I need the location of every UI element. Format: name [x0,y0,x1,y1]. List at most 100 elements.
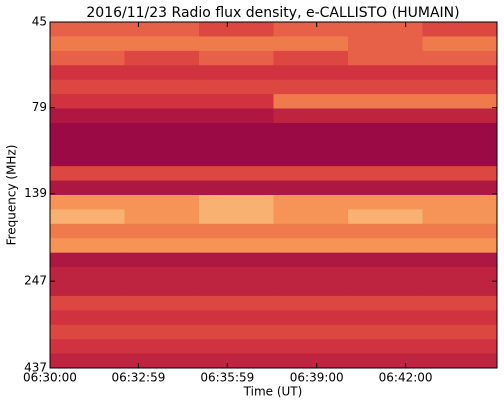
heatmap-cell [422,166,498,182]
heatmap-cell [273,166,349,182]
heatmap-cell [422,223,498,239]
heatmap-cell [199,339,274,355]
heatmap-cell [348,223,423,239]
heatmap-cell [50,267,125,282]
heatmap-cell [348,281,423,297]
heatmap-cell [348,151,423,167]
heatmap-cell [422,180,498,196]
x-axis-label: Time (UT) [243,385,303,399]
heatmap-cell [273,36,349,52]
heatmap-cell [422,122,498,138]
heatmap-cell [124,310,200,326]
heatmap-cell [199,223,274,239]
heatmap-cell [124,94,200,109]
heatmap-cell [348,209,423,225]
heatmap-cell [50,281,125,297]
heatmap-cell [124,151,200,167]
heatmap-cell [422,339,498,355]
heatmap-cell [273,151,349,167]
heatmap-cell [273,324,349,340]
heatmap-cell [348,94,423,109]
heatmap-cell [199,195,274,210]
heatmap-cell [348,36,423,52]
heatmap-cell [348,195,423,210]
heatmap-cell [422,209,498,225]
heatmap-cell [124,195,200,210]
heatmap-cell [50,324,125,340]
heatmap-cell [273,79,349,95]
heatmap-cell [422,238,498,254]
heatmap-cell [50,65,125,81]
heatmap-cell [348,166,423,182]
heatmap-cell [273,281,349,297]
heatmap-cell [124,65,200,81]
heatmap-cell [50,353,125,369]
heatmap-cell [273,295,349,311]
heatmap-cell [273,180,349,196]
heatmap-cell [199,267,274,282]
heatmap-cell [50,180,125,196]
heatmap-cell [273,137,349,153]
x-tick-label: 06:35:59 [200,371,254,385]
heatmap-cell [199,180,274,196]
heatmap-cell [199,108,274,124]
heatmap-cell [422,108,498,124]
heatmap-cell [50,94,125,109]
heatmap-cell [348,339,423,355]
heatmap-cell [348,122,423,138]
heatmap-cell [199,209,274,225]
heatmap-cell [273,252,349,268]
heatmap-cell [348,295,423,311]
chart-title: 2016/11/23 Radio flux density, e-CALLIST… [86,5,459,21]
heatmap-cell [199,50,274,66]
heatmap-cell [124,324,200,340]
x-tick-label: 06:39:00 [290,371,344,385]
heatmap-cell [422,295,498,311]
heatmap-cell [422,310,498,326]
heatmap-cell [422,195,498,210]
x-tick-label: 06:30:00 [23,371,77,385]
heatmap-cell [422,36,498,52]
heatmap-cell [273,50,349,66]
heatmap-cell [50,295,125,311]
heatmap-cell [273,122,349,138]
heatmap-cell [348,22,423,37]
heatmap-cell [50,166,125,182]
heatmap-cell [422,137,498,153]
heatmap-cell [348,180,423,196]
heatmap-cell [348,65,423,81]
heatmap-cell [50,151,125,167]
heatmap-cell [199,324,274,340]
heatmap-cell [422,267,498,282]
heatmap-cell [124,339,200,355]
heatmap-cell [50,238,125,254]
y-tick-label: 247 [24,274,47,288]
heatmap-cell [50,339,125,355]
heatmap-cell [124,267,200,282]
heatmap-cell [50,252,125,268]
heatmap-cell [348,238,423,254]
heatmap-cell [199,166,274,182]
heatmap-cell [124,166,200,182]
heatmap-cell [50,310,125,326]
heatmap-cell [348,353,423,369]
heatmap-cell [422,65,498,81]
heatmap-cell [273,94,349,109]
heatmap-cell [273,65,349,81]
plot-frame [49,21,498,369]
heatmap-cell [273,195,349,210]
heatmap-cell [124,180,200,196]
heatmap-cell [50,223,125,239]
heatmap-cell [124,122,200,138]
heatmap-cell [273,223,349,239]
heatmap-cell [422,94,498,109]
heatmap-cell [422,252,498,268]
heatmap-cell [199,295,274,311]
heatmap-cell [124,209,200,225]
heatmap-cell [422,281,498,297]
heatmap-cell [199,238,274,254]
heatmap-cell [199,22,274,37]
heatmap-cell [273,339,349,355]
heatmap-cell [50,195,125,210]
heatmap-cell [50,122,125,138]
